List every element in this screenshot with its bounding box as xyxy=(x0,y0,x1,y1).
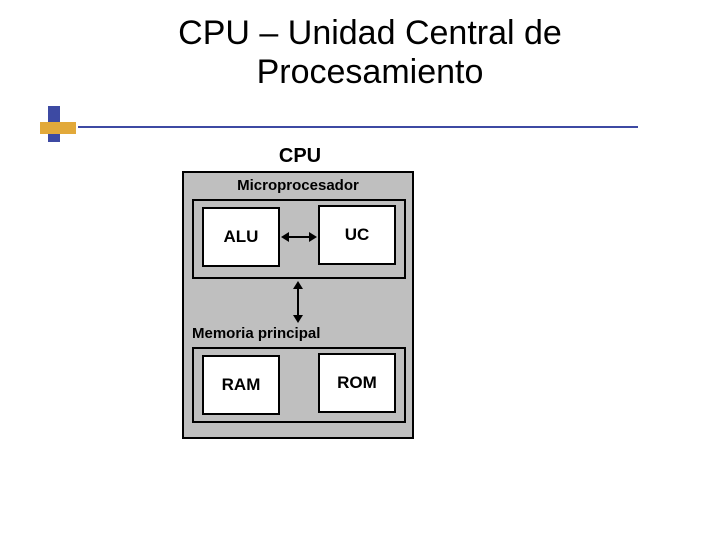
bullet-horizontal-bar xyxy=(40,122,76,134)
alu-box: ALU xyxy=(202,207,280,267)
cpu-diagram: CPU Microprocesador ALU UC Me xyxy=(182,145,418,445)
title-underline xyxy=(78,126,638,128)
memoria-principal-label: Memoria principal xyxy=(188,325,416,342)
cpu-title-label: CPU xyxy=(182,145,418,168)
alu-label: ALU xyxy=(224,227,259,247)
rom-label: ROM xyxy=(337,373,377,393)
cpu-outer-box: Microprocesador ALU UC Memoria principal xyxy=(182,171,414,439)
alu-uc-arrow-icon xyxy=(281,227,317,247)
rom-box: ROM xyxy=(318,353,396,413)
uc-label: UC xyxy=(345,225,370,245)
ram-box: RAM xyxy=(202,355,280,415)
microprocesador-label: Microprocesador xyxy=(184,177,412,194)
ram-label: RAM xyxy=(222,375,261,395)
slide-title: CPU – Unidad Central de Procesamiento xyxy=(110,14,630,92)
panels-arrow-icon xyxy=(288,281,308,323)
uc-box: UC xyxy=(318,205,396,265)
